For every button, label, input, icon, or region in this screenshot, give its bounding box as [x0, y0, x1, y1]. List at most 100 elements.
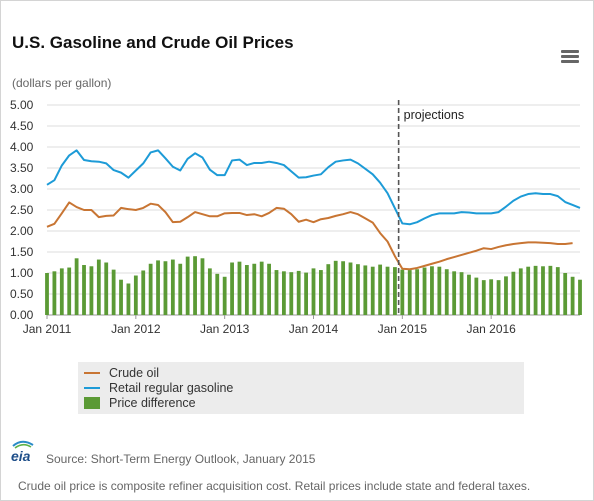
price-difference-bar: [481, 280, 486, 315]
price-difference-bar: [356, 264, 360, 315]
price-difference-bar: [170, 259, 175, 315]
price-difference-bar: [452, 271, 457, 315]
chart-legend: Crude oil Retail regular gasoline Price …: [78, 362, 524, 414]
price-difference-bar: [555, 267, 560, 315]
price-difference-bar: [370, 266, 375, 315]
price-difference-bar: [489, 279, 494, 315]
price-difference-bar: [319, 270, 323, 315]
legend-item-price-difference[interactable]: Price difference: [84, 396, 196, 410]
price-difference-bar: [111, 269, 116, 315]
price-difference-bar: [215, 273, 220, 315]
price-difference-bar: [281, 271, 286, 315]
price-difference-bar: [289, 272, 294, 315]
crude-oil-line: [46, 201, 573, 271]
x-tick-label: Jan 2014: [289, 322, 339, 336]
price-difference-bar: [526, 266, 531, 315]
price-difference-bar: [296, 270, 301, 315]
price-difference-bar: [533, 265, 538, 315]
y-tick-label: 5.00: [10, 98, 34, 112]
price-difference-bar: [378, 264, 383, 315]
price-difference-bar: [474, 277, 479, 315]
price-difference-bar: [104, 262, 109, 315]
price-difference-bar: [459, 272, 464, 315]
price-difference-bar: [578, 279, 582, 315]
price-difference-bar: [496, 280, 501, 315]
price-difference-bar: [185, 256, 190, 315]
price-difference-bar: [89, 266, 94, 315]
x-tick-label: Jan 2015: [378, 322, 428, 336]
price-difference-bar: [267, 263, 271, 315]
price-difference-bar: [244, 265, 249, 315]
price-difference-bar: [148, 263, 153, 315]
price-difference-bar: [430, 266, 434, 315]
price-difference-bar: [59, 268, 64, 315]
price-difference-bar: [563, 273, 568, 315]
price-difference-bar: [311, 268, 316, 315]
hamburger-menu-icon[interactable]: [561, 50, 579, 64]
price-difference-bar: [67, 267, 72, 315]
chart-title: U.S. Gasoline and Crude Oil Prices: [12, 33, 294, 52]
price-difference-bar: [341, 261, 346, 315]
price-difference-bar: [74, 258, 79, 315]
legend-label: Price difference: [109, 396, 196, 410]
y-tick-label: 1.50: [10, 245, 34, 259]
y-tick-label: 4.00: [10, 140, 34, 154]
price-difference-bar: [45, 273, 49, 315]
price-difference-bar: [363, 265, 368, 315]
price-difference-bar: [541, 266, 545, 315]
x-tick-label: Jan 2013: [200, 322, 250, 336]
logo-text: eia: [11, 448, 31, 464]
price-difference-bar: [348, 262, 353, 315]
price-difference-bar: [437, 266, 442, 315]
price-difference-bar: [511, 271, 516, 315]
y-tick-label: 2.50: [10, 203, 34, 217]
x-tick-label: Jan 2012: [111, 322, 161, 336]
price-difference-bar: [385, 266, 390, 315]
price-difference-bar: [126, 283, 131, 315]
y-tick-label: 1.00: [10, 266, 34, 280]
price-difference-bar: [193, 256, 197, 315]
price-difference-bar: [400, 269, 405, 315]
price-difference-bar: [200, 258, 205, 315]
price-difference-bar: [222, 276, 227, 315]
price-difference-bar: [274, 270, 279, 315]
projection-label: projections: [404, 108, 464, 122]
price-difference-bar: [119, 279, 123, 315]
price-difference-bar: [504, 276, 508, 315]
price-difference-bar: [393, 267, 397, 315]
price-difference-bar: [133, 275, 138, 315]
price-difference-bar: [156, 260, 160, 315]
price-difference-bar: [52, 271, 57, 315]
price-difference-bar: [259, 261, 264, 315]
price-difference-bar: [333, 260, 338, 315]
price-difference-bar: [570, 276, 575, 315]
eia-logo-icon: eia: [11, 440, 34, 464]
price-difference-bar: [252, 263, 257, 315]
y-tick-label: 2.00: [10, 224, 34, 238]
legend-item-crude-oil[interactable]: Crude oil: [84, 366, 159, 380]
price-difference-bar: [96, 259, 101, 315]
price-difference-bar: [467, 274, 471, 315]
price-difference-bar: [304, 272, 308, 315]
footnote: Crude oil price is composite refiner acq…: [18, 479, 531, 493]
x-tick-label: Jan 2016: [466, 322, 516, 336]
price-difference-bar: [415, 269, 420, 315]
y-tick-label: 0.50: [10, 287, 34, 301]
price-difference-bar: [141, 270, 146, 315]
y-tick-label: 3.00: [10, 182, 34, 196]
gasoline-line: [46, 149, 581, 226]
source-note: Source: Short-Term Energy Outlook, Janua…: [46, 452, 316, 466]
legend-label: Crude oil: [109, 366, 160, 380]
y-tick-label: 0.00: [10, 308, 34, 322]
price-difference-bar: [444, 269, 449, 315]
price-difference-bar: [230, 262, 234, 315]
legend-label: Retail regular gasoline: [109, 381, 234, 395]
price-difference-bar: [82, 265, 86, 315]
price-difference-bar: [237, 261, 242, 315]
legend-item-gasoline[interactable]: Retail regular gasoline: [84, 381, 233, 395]
x-tick-label: Jan 2011: [23, 322, 72, 336]
menu-bar: [561, 60, 579, 63]
price-difference-bar: [163, 261, 168, 315]
price-difference-swatch-icon: [84, 397, 100, 409]
